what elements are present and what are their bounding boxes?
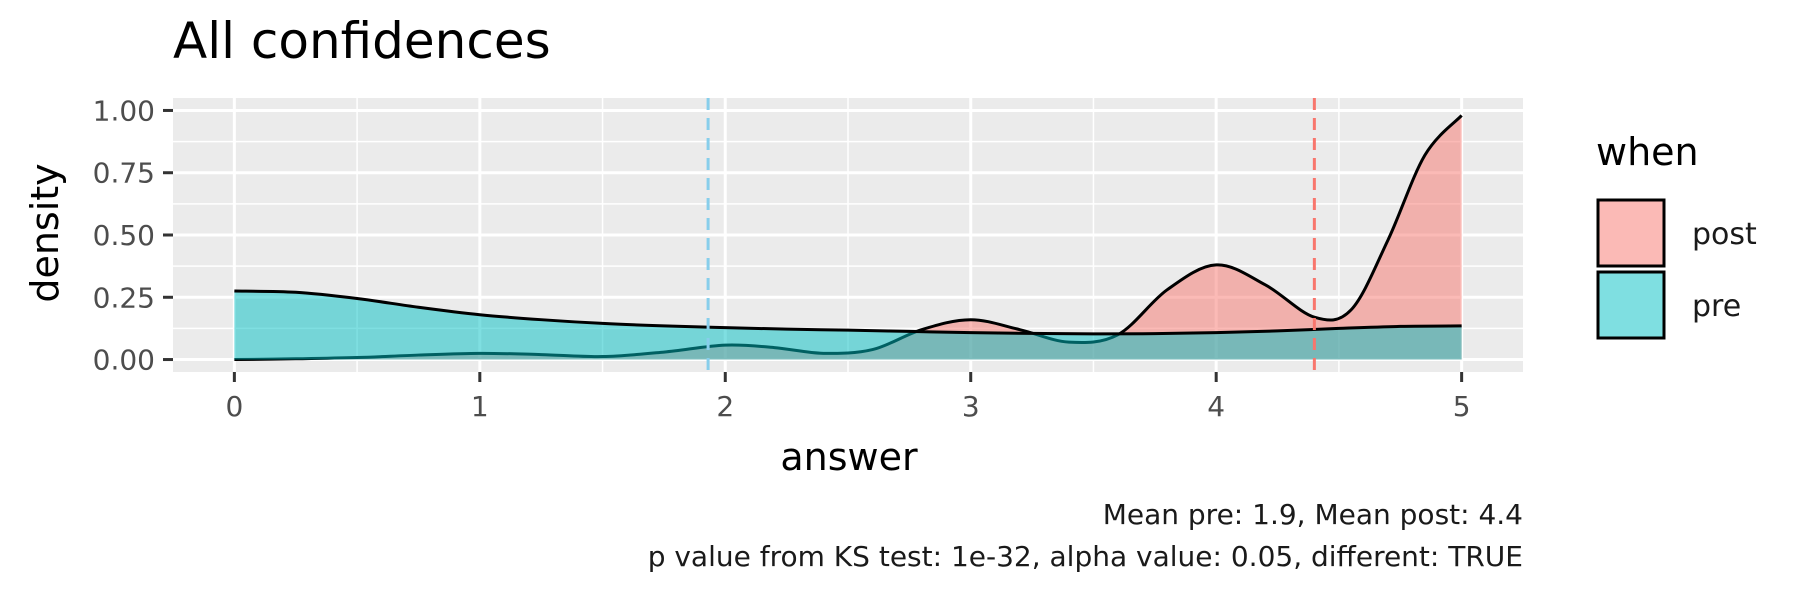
caption-line-1: Mean pre: 1.9, Mean post: 4.4: [1102, 498, 1523, 531]
x-tick-label: 0: [225, 390, 243, 423]
density-line-pre: [234, 289, 1462, 336]
x-axis-title: answer: [780, 435, 918, 479]
x-tick-label: 1: [471, 390, 489, 423]
legend-key-pre: [1596, 270, 1666, 340]
legend-key-post: [1596, 198, 1666, 268]
density-area-pre: [234, 291, 1462, 360]
chart-title: All confidences: [173, 12, 551, 70]
y-axis: 0.00 0.25 0.50 0.75 1.00: [93, 94, 173, 377]
x-tick-label: 4: [1207, 390, 1225, 423]
caption-line-2: p value from KS test: 1e-32, alpha value…: [647, 540, 1523, 573]
x-tick-label: 5: [1453, 390, 1471, 423]
legend: when post pre: [1596, 130, 1757, 340]
y-tick-label: 0.75: [93, 157, 155, 190]
legend-label-pre: pre: [1692, 289, 1741, 324]
y-axis-title: density: [23, 163, 67, 302]
y-tick-label: 0.50: [93, 219, 155, 252]
legend-title: when: [1596, 130, 1699, 174]
y-tick-label: 1.00: [93, 94, 155, 127]
y-tick-label: 0.25: [93, 281, 155, 314]
legend-label-post: post: [1692, 217, 1757, 252]
x-axis: 0 1 2 3 4 5: [225, 372, 1471, 423]
y-tick-label: 0.00: [93, 344, 155, 377]
x-tick-label: 2: [716, 390, 734, 423]
mean-lines: [706, 98, 1316, 372]
x-tick-label: 3: [962, 390, 980, 423]
density-areas: [234, 114, 1463, 362]
